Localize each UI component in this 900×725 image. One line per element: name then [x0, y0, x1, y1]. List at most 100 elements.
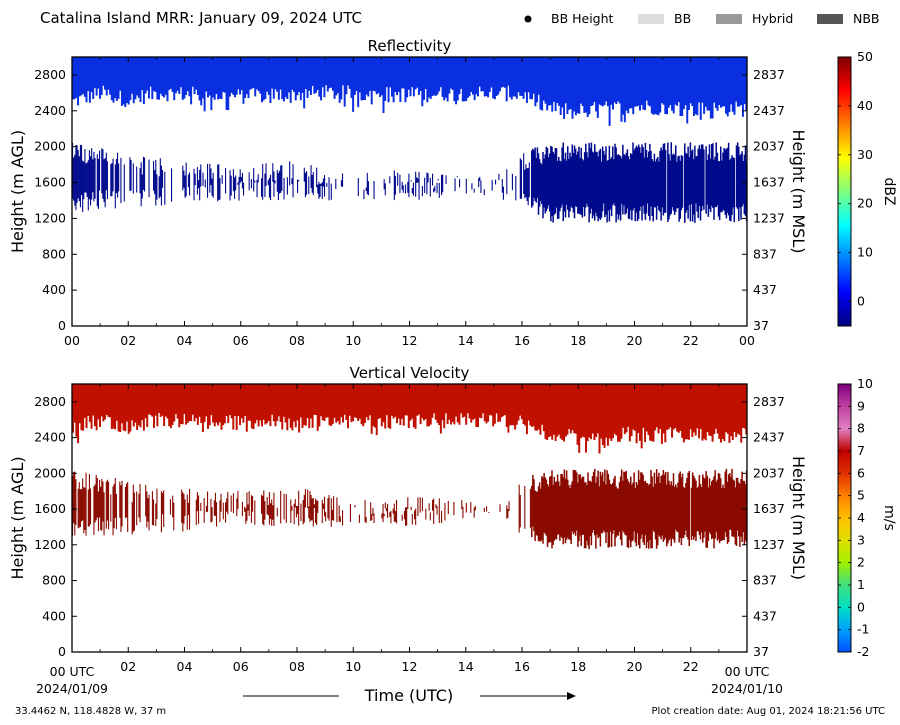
y-tick-label: 2800 — [34, 67, 66, 82]
colorbar-tick-label: 3 — [857, 532, 865, 547]
x-tick-label: 18 — [570, 333, 586, 348]
x-tick-label: 02 — [120, 333, 136, 348]
y-tick-label: 400 — [42, 608, 66, 623]
x-tick-label: 08 — [289, 333, 305, 348]
colorbar-tick-label: 2 — [857, 555, 865, 570]
y-tick-label: 2800 — [34, 394, 66, 409]
y-tick-label: 400 — [42, 282, 66, 297]
x-tick-label: 12 — [402, 333, 418, 348]
colorbar-tick-label: -2 — [857, 644, 869, 659]
colorbar-tick-label: 9 — [857, 398, 865, 413]
upper-echo-layer — [72, 57, 747, 126]
x-end-date: 2024/01/10 — [711, 681, 783, 696]
colorbar-tick-label: 6 — [857, 465, 865, 480]
x-axis-label: Time (UTC) — [364, 686, 453, 705]
colorbar-tick-label: 0 — [857, 294, 865, 309]
y-tick-label: 800 — [42, 246, 66, 261]
arrow-right-icon — [567, 692, 576, 700]
figure-title: Catalina Island MRR: January 09, 2024 UT… — [40, 9, 362, 27]
x-start-time: 00 UTC — [50, 664, 95, 679]
y-right-tick-label: 37 — [753, 318, 769, 333]
colorbar-tick-label: 10 — [857, 245, 873, 260]
colorbar-tick-label: 7 — [857, 443, 865, 458]
colorbar: 0 10 20 30 40 50 dBZ — [837, 49, 897, 327]
x-tick-label: 12 — [402, 659, 418, 674]
x-tick-label: 04 — [177, 333, 193, 348]
colorbar-tick-label: 1 — [857, 577, 865, 592]
x-tick-label: 22 — [683, 333, 699, 348]
y-tick-label: 0 — [58, 318, 66, 333]
creation-date-text: Plot creation date: Aug 01, 2024 18:21:5… — [652, 706, 885, 717]
legend-label: Hybrid — [752, 11, 793, 26]
y-right-tick-label: 2437 — [753, 430, 785, 445]
colorbar-tick-label: 0 — [857, 599, 865, 614]
y-right-tick-label: 1637 — [753, 175, 785, 190]
x-tick-label: 14 — [458, 659, 474, 674]
legend-item-bb-height: BB Height — [524, 11, 614, 26]
x-tick-label: 20 — [627, 659, 643, 674]
echo-data — [72, 57, 747, 223]
x-tick-label: 10 — [345, 659, 361, 674]
y-tick-label: 800 — [42, 573, 66, 588]
y-right-tick-label: 837 — [753, 246, 777, 261]
colorbar-tick-label: 20 — [857, 196, 873, 211]
legend-label: BB Height — [551, 11, 614, 26]
colorbar-gradient — [837, 56, 852, 327]
x-tick-label: 20 — [627, 333, 643, 348]
y-right-tick-label: 437 — [753, 608, 777, 623]
y-tick-label: 2400 — [34, 430, 66, 445]
x-tick-label: 06 — [233, 333, 249, 348]
colorbar-tick-label: 50 — [857, 49, 873, 64]
y-tick-label: 2000 — [34, 465, 66, 480]
echo-data — [72, 384, 747, 550]
y-axis-label: Height (m AGL) — [8, 130, 27, 253]
y-tick-label: 1600 — [34, 175, 66, 190]
x-tick-label: 06 — [233, 659, 249, 674]
colorbar-tick-label: -1 — [857, 622, 869, 637]
x-tick-label: 00 — [739, 333, 755, 348]
legend-swatch — [716, 14, 742, 24]
upper-echo-layer — [72, 384, 747, 454]
legend-dot-icon — [524, 15, 532, 23]
y-right-tick-label: 837 — [753, 573, 777, 588]
x-tick-label: 00 — [64, 333, 80, 348]
y-right-tick-label: 2037 — [753, 139, 785, 154]
x-end-time: 00 UTC — [725, 664, 770, 679]
lower-echo-layer — [72, 142, 747, 223]
x-tick-label: 08 — [289, 659, 305, 674]
y-axis-label-right: Height (m MSL) — [789, 456, 808, 580]
legend: BB Height BB Hybrid NBB — [524, 11, 880, 26]
x-tick-label: 16 — [514, 659, 530, 674]
legend-item-nbb: NBB — [817, 11, 880, 26]
colorbar-tick-label: 40 — [857, 98, 873, 113]
legend-item-bb: BB — [638, 11, 691, 26]
panel-title: Vertical Velocity — [350, 364, 470, 382]
colorbar: -2 -1 0 1 2 3 4 5 6 7 8 9 10 m/s — [837, 376, 897, 659]
y-tick-label: 2000 — [34, 139, 66, 154]
x-tick-label: 02 — [120, 659, 136, 674]
colorbar-tick-label: 30 — [857, 147, 873, 162]
y-right-tick-label: 2437 — [753, 103, 785, 118]
colorbar-tick-label: 4 — [857, 510, 865, 525]
x-tick-label: 14 — [458, 333, 474, 348]
panel-reflectivity: Reflectivity0400800120016002000240028003… — [8, 37, 897, 348]
y-right-tick-label: 37 — [753, 644, 769, 659]
header: Catalina Island MRR: January 09, 2024 UT… — [40, 9, 880, 27]
y-axis-label-right: Height (m MSL) — [789, 129, 808, 253]
colorbar-tick-label: 10 — [857, 376, 873, 391]
y-tick-label: 1200 — [34, 537, 66, 552]
x-tick-label: 16 — [514, 333, 530, 348]
footer: 00 UTC 00 UTC 2024/01/09 2024/01/10 Time… — [15, 664, 885, 717]
legend-swatch — [817, 14, 843, 24]
y-right-tick-label: 2837 — [753, 394, 785, 409]
lower-echo-layer — [72, 468, 747, 550]
y-right-tick-label: 1637 — [753, 501, 785, 516]
x-start-date: 2024/01/09 — [36, 681, 108, 696]
legend-label: NBB — [853, 11, 880, 26]
colorbar-label: dBZ — [881, 177, 897, 205]
colorbar-label: m/s — [881, 505, 897, 531]
legend-item-hybrid: Hybrid — [716, 11, 793, 26]
colorbar-tick-label: 5 — [857, 488, 865, 503]
y-tick-label: 2400 — [34, 103, 66, 118]
